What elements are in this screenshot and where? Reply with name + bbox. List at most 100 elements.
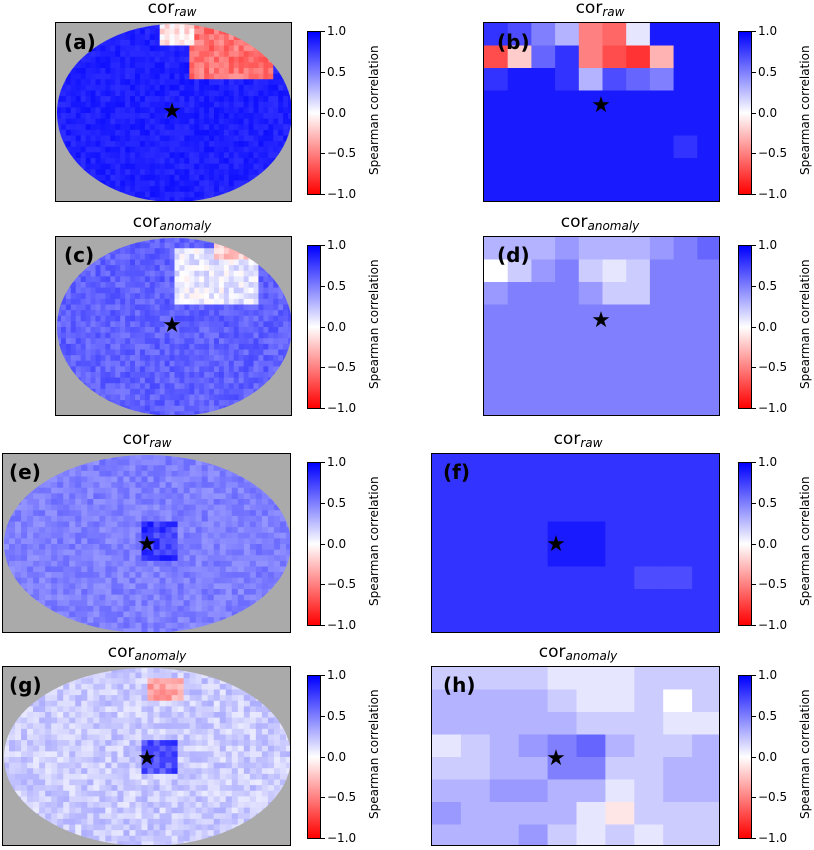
heatmap-cell	[484, 90, 509, 114]
colorbar-tickmark	[752, 112, 756, 114]
colorbar-tick-label: 0.5	[327, 708, 347, 723]
colorbar-tickmark	[752, 838, 756, 839]
heatmap-cell	[626, 327, 651, 351]
heatmap-cell	[626, 90, 651, 114]
colorbar	[307, 245, 321, 409]
heatmap-cell	[578, 90, 604, 114]
heatmap-cell	[489, 824, 520, 845]
heatmap-cell	[547, 521, 578, 545]
colorbar-tick-label: 0.5	[327, 278, 347, 293]
heatmap-cell	[518, 667, 549, 691]
heatmap-cell	[555, 135, 580, 159]
heatmap-cell	[649, 113, 675, 137]
colorbar-tickmark	[321, 543, 325, 545]
heatmap-cell	[673, 135, 698, 159]
heatmap-cell	[460, 589, 491, 613]
colorbar-tickmark	[752, 71, 756, 73]
colorbar-tick-label: 0.0	[327, 105, 347, 120]
heatmap-cell	[484, 45, 509, 69]
heatmap-cell	[605, 566, 635, 590]
heatmap-cell	[697, 158, 719, 182]
heatmap-cell	[697, 113, 719, 137]
heatmap-cell	[531, 349, 556, 373]
colorbar-tickmark	[321, 502, 325, 504]
colorbar-tickmark	[752, 584, 756, 586]
heatmap-cell	[518, 712, 549, 736]
colorbar-tickmark	[321, 584, 325, 586]
heatmap-cell	[489, 667, 520, 691]
heatmap-cell	[602, 349, 627, 373]
colorbar-tickmark	[752, 797, 756, 799]
colorbar	[307, 675, 321, 839]
heatmap-cell	[489, 802, 520, 826]
heatmap-cell	[673, 394, 698, 415]
colorbar-tick-label: 0.0	[327, 749, 347, 764]
heatmap-cell	[432, 802, 462, 826]
heatmap-cell	[507, 135, 532, 159]
heatmap-cell	[518, 589, 549, 613]
colorbar-tickmark	[752, 543, 756, 545]
heatmap-cell	[673, 237, 698, 261]
colorbar-tickmark	[752, 756, 756, 758]
heatmap-cell	[673, 180, 698, 201]
heatmap-cell	[578, 158, 604, 182]
colorbar-tickmark	[321, 31, 325, 32]
colorbar-tick-label: −1.0	[327, 187, 357, 201]
heatmap-cell	[602, 372, 627, 396]
heatmap-cell	[605, 689, 635, 713]
title-main: cor	[538, 642, 566, 662]
heatmap-cell	[432, 476, 462, 500]
heatmap-cell	[663, 802, 693, 826]
heatmap-cell	[576, 499, 606, 523]
heatmap-cell	[673, 372, 698, 396]
heatmap-cell	[649, 282, 675, 306]
heatmap-cell	[602, 45, 627, 69]
title-main: cor	[132, 212, 160, 232]
heatmap-cell	[605, 802, 635, 826]
heatmap-cell	[649, 349, 675, 373]
colorbar-tick-label: −0.5	[327, 146, 357, 161]
heatmap-cell	[432, 611, 462, 632]
heatmap-cell	[673, 259, 698, 283]
heatmap-cell	[649, 180, 675, 201]
heatmap-cell	[489, 712, 520, 736]
colorbar-tick-label: −0.5	[327, 577, 357, 592]
heatmap-cell	[555, 68, 580, 92]
heatmap-cell	[697, 349, 719, 373]
heatmap-cell	[692, 802, 719, 826]
heatmap-cell	[432, 589, 462, 613]
heatmap-cell	[484, 23, 509, 47]
panel-label: (c)	[64, 243, 95, 267]
heatmap-cell	[432, 566, 462, 590]
heatmap-cell	[489, 476, 520, 500]
heatmap-cell	[460, 476, 491, 500]
heatmap-cell	[547, 779, 578, 803]
colorbar-tick-label: 1.0	[327, 455, 347, 469]
colorbar-label: Spearman correlation	[367, 476, 381, 606]
colorbar	[738, 675, 752, 839]
panel-label: (e)	[9, 460, 41, 484]
star-marker: ★	[137, 746, 157, 771]
heatmap-cell	[507, 180, 532, 201]
heatmap-cell	[692, 589, 719, 613]
heatmap-cell	[626, 135, 651, 159]
colorbar-tickmark	[752, 675, 756, 676]
heatmap-cell	[692, 521, 719, 545]
colorbar-tick-label: −1.0	[758, 618, 788, 632]
heatmap-cell	[692, 476, 719, 500]
heatmap-cell	[555, 23, 580, 47]
colorbar-tickmark	[752, 194, 756, 195]
heatmap-cell	[518, 454, 549, 478]
heatmap-cell	[634, 779, 664, 803]
heatmap-cell	[578, 372, 604, 396]
colorbar	[738, 462, 752, 626]
heatmap-cell	[697, 68, 719, 92]
heatmap-cell	[697, 304, 719, 328]
colorbar-tick-label: −0.5	[758, 577, 788, 592]
heatmap-cell	[531, 394, 556, 415]
colorbar-tickmark	[321, 71, 325, 73]
heatmap-cell	[649, 135, 675, 159]
heatmap-canvas	[484, 237, 719, 415]
heatmap-cell	[602, 394, 627, 415]
heatmap-cell	[555, 394, 580, 415]
